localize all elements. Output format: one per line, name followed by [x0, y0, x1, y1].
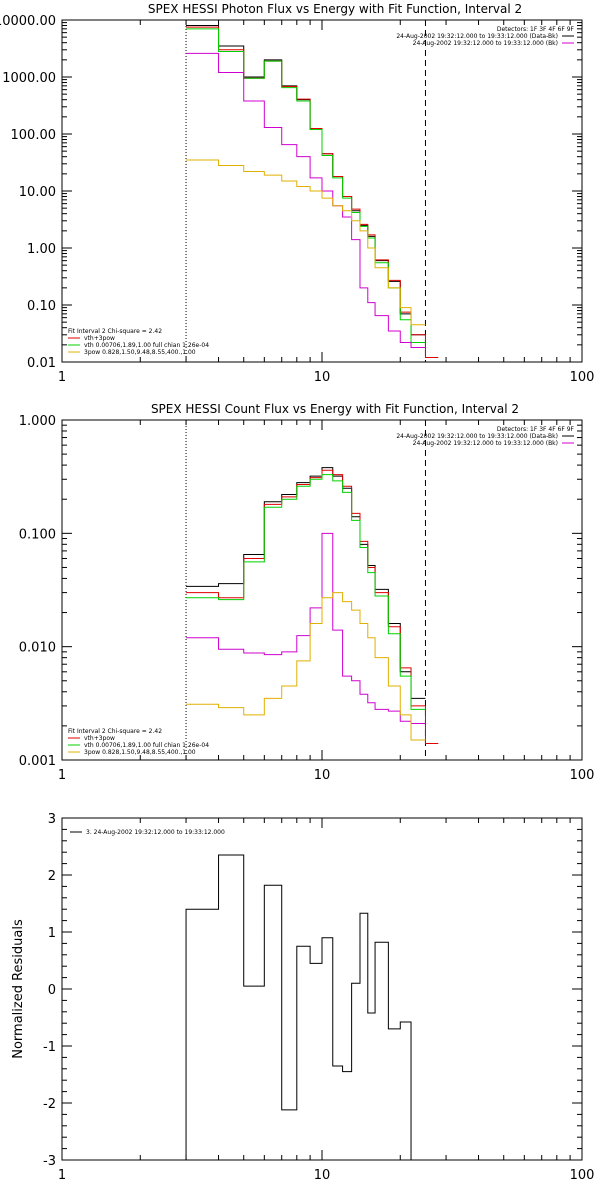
residuals-ytick-label: 0 [48, 983, 56, 998]
count-legend-vth: vth 0.00706,1.89,1.00 full chian 1.26e-0… [84, 742, 209, 749]
photon-ytick-label: 10000.00 [0, 14, 56, 29]
photon-ytick-label: 100.00 [11, 128, 57, 143]
count-legend-model: vth+3pow [84, 735, 115, 742]
photon-xtick-label: 100 [570, 370, 595, 385]
photon-info-data-bk: 24-Aug-2002 19:32:12.000 to 19:33:12.000… [396, 33, 558, 40]
residuals-xtick-label: 100 [570, 1168, 595, 1183]
count-flux-panel: SPEX HESSI Count Flux vs Energy with Fit… [19, 402, 595, 783]
residuals-ytick-label: 3 [48, 812, 56, 827]
residuals-xtick-label: 10 [314, 1168, 331, 1183]
photon-ytick-label: 1000.00 [2, 71, 56, 86]
count-ytick-label: 0.001 [19, 754, 56, 769]
photon-series-0 [186, 25, 426, 336]
count-xtick-label: 100 [570, 768, 595, 783]
photon-ytick-label: 0.01 [27, 356, 56, 371]
photon-legend-3pow: 3pow 0.828,1.50,9.48,8.55,400.,1.00 [84, 349, 196, 356]
count-series-3 [186, 532, 426, 724]
photon-series-2 [186, 28, 426, 343]
photon-info-detectors: Detectors: 1F 3F 4F 6F 9F [497, 26, 575, 33]
count-ytick-label: 0.100 [19, 527, 56, 542]
photon-title: SPEX HESSI Photon Flux vs Energy with Fi… [148, 2, 522, 16]
residuals-ytick-label: -1 [43, 1040, 56, 1055]
residuals-ytick-label: -3 [43, 1154, 56, 1169]
residuals-ytick-label: -2 [43, 1097, 56, 1112]
photon-ytick-label: 0.10 [27, 299, 56, 314]
count-plot-frame [61, 419, 583, 761]
residuals-ylabel: Normalized Residuals [11, 919, 26, 1059]
count-xtick-label: 1 [58, 768, 66, 783]
count-legend-3pow: 3pow 0.828,1.50,9.48,8.55,400.,1.00 [84, 749, 196, 756]
photon-legend-fit: Fit Interval 2 Chi-square = 2.42 [68, 328, 162, 335]
count-info-bk: 24-Aug-2002 19:32:12.000 to 19:33:12.000… [413, 440, 558, 447]
residuals-xtick-label: 1 [58, 1168, 66, 1183]
residuals-ytick-label: 2 [48, 869, 56, 884]
count-series-0 [186, 467, 426, 699]
count-series-4 [186, 592, 426, 741]
count-info-block: Detectors: 1F 3F 4F 6F 9F 24-Aug-2002 19… [396, 426, 574, 447]
photon-series-4 [186, 159, 426, 326]
residuals-plot-frame [61, 817, 583, 1161]
photon-xtick-label: 1 [58, 370, 66, 385]
residuals-ytick-label: 1 [48, 926, 56, 941]
count-info-detectors: Detectors: 1F 3F 4F 6F 9F [497, 426, 575, 433]
photon-legend-model: vth+3pow [84, 335, 115, 342]
count-info-data-bk: 24-Aug-2002 19:32:12.000 to 19:33:12.000… [396, 433, 558, 440]
count-series-2 [186, 474, 426, 710]
residuals-legend-label: 3. 24-Aug-2002 19:32:12.000 to 19:33:12.… [86, 829, 225, 836]
count-ytick-label: 1.000 [19, 414, 56, 429]
count-legend-fit: Fit Interval 2 Chi-square = 2.42 [68, 728, 162, 735]
photon-legend-vth: vth 0.00706,1.89,1.00 full chian 1.26e-0… [84, 342, 209, 349]
count-title: SPEX HESSI Count Flux vs Energy with Fit… [151, 402, 519, 416]
photon-ytick-label: 1.00 [27, 242, 56, 257]
photon-info-bk: 24-Aug-2002 19:32:12.000 to 19:33:12.000… [413, 40, 558, 47]
photon-plot-frame [61, 19, 583, 363]
photon-ytick-label: 10.00 [19, 185, 56, 200]
photon-fit-legend: Fit Interval 2 Chi-square = 2.42 vth+3po… [68, 328, 209, 356]
count-fit-legend: Fit Interval 2 Chi-square = 2.42 vth+3po… [68, 728, 209, 756]
photon-info-block: Detectors: 1F 3F 4F 6F 9F 24-Aug-2002 19… [396, 26, 574, 47]
residuals-series-0 [185, 854, 412, 1160]
count-plot-marks: 1 10 100 1.000 0.100 0.010 0.001 [19, 414, 595, 783]
photon-series-3 [186, 52, 426, 348]
photon-plot-marks: 1 10 100 10000.00 1000.00 100.00 10.00 1.00 0.10… [0, 14, 594, 385]
photon-flux-panel: SPEX HESSI Photon Flux vs Energy with Fi… [0, 2, 594, 385]
photon-xtick-label: 10 [314, 370, 331, 385]
count-xtick-label: 10 [314, 768, 331, 783]
count-ytick-label: 0.010 [19, 641, 56, 656]
residuals-legend: 3. 24-Aug-2002 19:32:12.000 to 19:33:12.… [70, 829, 225, 836]
